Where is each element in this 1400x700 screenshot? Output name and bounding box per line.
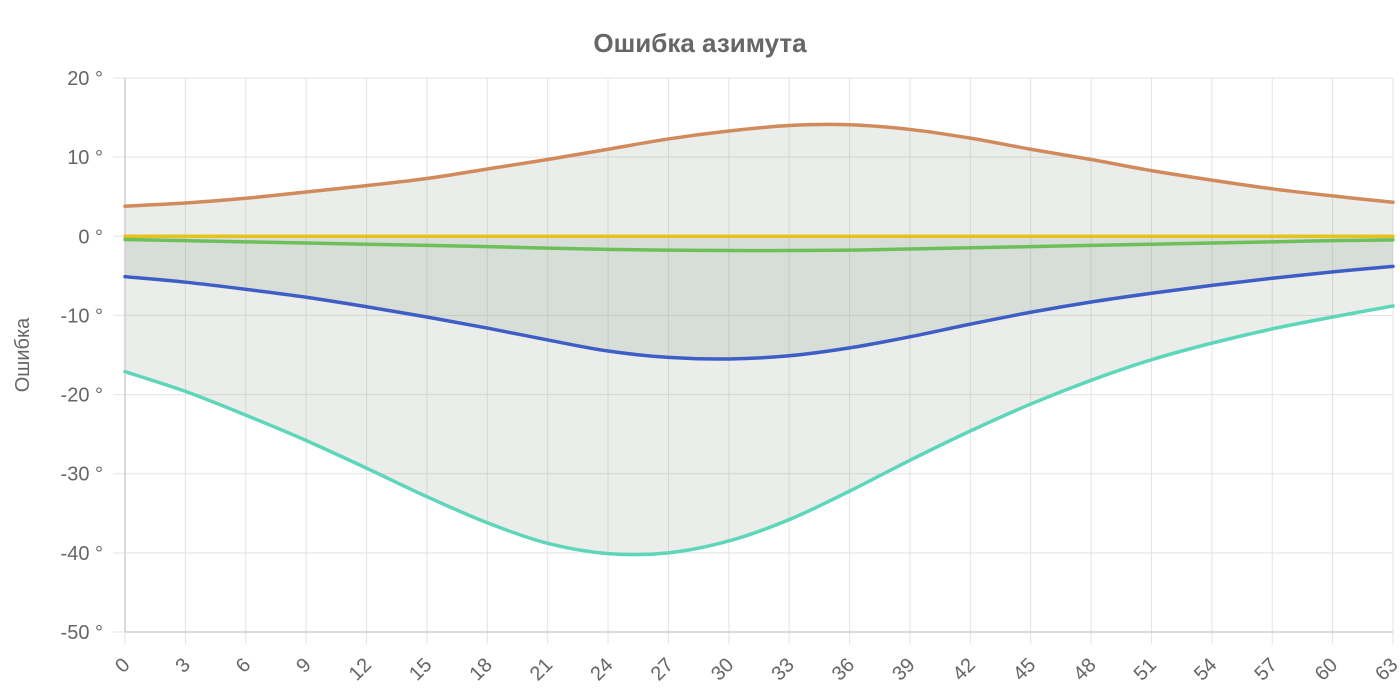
- x-tick-label: 15: [405, 654, 436, 685]
- chart-title: Ошибка азимута: [593, 28, 807, 58]
- x-tick-label: 42: [949, 654, 980, 685]
- zero-to-series-fill-area: [125, 236, 1393, 360]
- x-tick-label: 3: [171, 654, 194, 677]
- fill-layer: [125, 124, 1393, 555]
- y-tick-label: 0 °: [78, 226, 103, 248]
- envelope-fill-area: [125, 124, 1393, 555]
- x-tick-label: 21: [526, 654, 557, 685]
- x-tick-label: 24: [586, 654, 617, 685]
- axis-layer: [124, 78, 1393, 633]
- series-line-2: [123, 237, 1395, 253]
- x-tick-label: 6: [232, 654, 255, 677]
- x-tick-label: 48: [1069, 654, 1100, 685]
- x-tick-label: 57: [1250, 654, 1281, 685]
- series-line-4: [123, 304, 1395, 557]
- y-tick-label: -50 °: [61, 622, 103, 644]
- x-tick-label: 36: [828, 654, 859, 685]
- y-axis-title: Ошибка: [12, 317, 34, 392]
- y-tick-label: 10 °: [67, 147, 103, 169]
- x-tick-label: 39: [888, 654, 919, 685]
- series-layer: [123, 122, 1395, 557]
- x-tick-label: 18: [466, 654, 497, 685]
- x-tick-label: 63: [1371, 654, 1400, 685]
- y-tick-label: -10 °: [61, 305, 103, 327]
- grid-layer: [113, 77, 1394, 644]
- x-tick-label: 12: [345, 654, 376, 685]
- x-tick-label: 60: [1311, 654, 1342, 685]
- series-line-0: [123, 122, 1395, 208]
- series-line-3: [123, 264, 1395, 361]
- x-tick-label: 54: [1190, 654, 1221, 685]
- x-tick-label: 9: [292, 654, 315, 677]
- x-tick-label: 30: [707, 654, 738, 685]
- x-tick-label: 45: [1009, 654, 1040, 685]
- x-tick-label: 33: [767, 654, 798, 685]
- y-tick-label: -40 °: [61, 543, 103, 565]
- x-tick-label: 0: [111, 654, 134, 677]
- x-tick-label: 27: [647, 654, 678, 685]
- x-tick-label: 51: [1130, 654, 1161, 685]
- y-tick-label: 20 °: [67, 68, 103, 90]
- y-tick-label: -30 °: [61, 464, 103, 486]
- y-tick-label: -20 °: [61, 385, 103, 407]
